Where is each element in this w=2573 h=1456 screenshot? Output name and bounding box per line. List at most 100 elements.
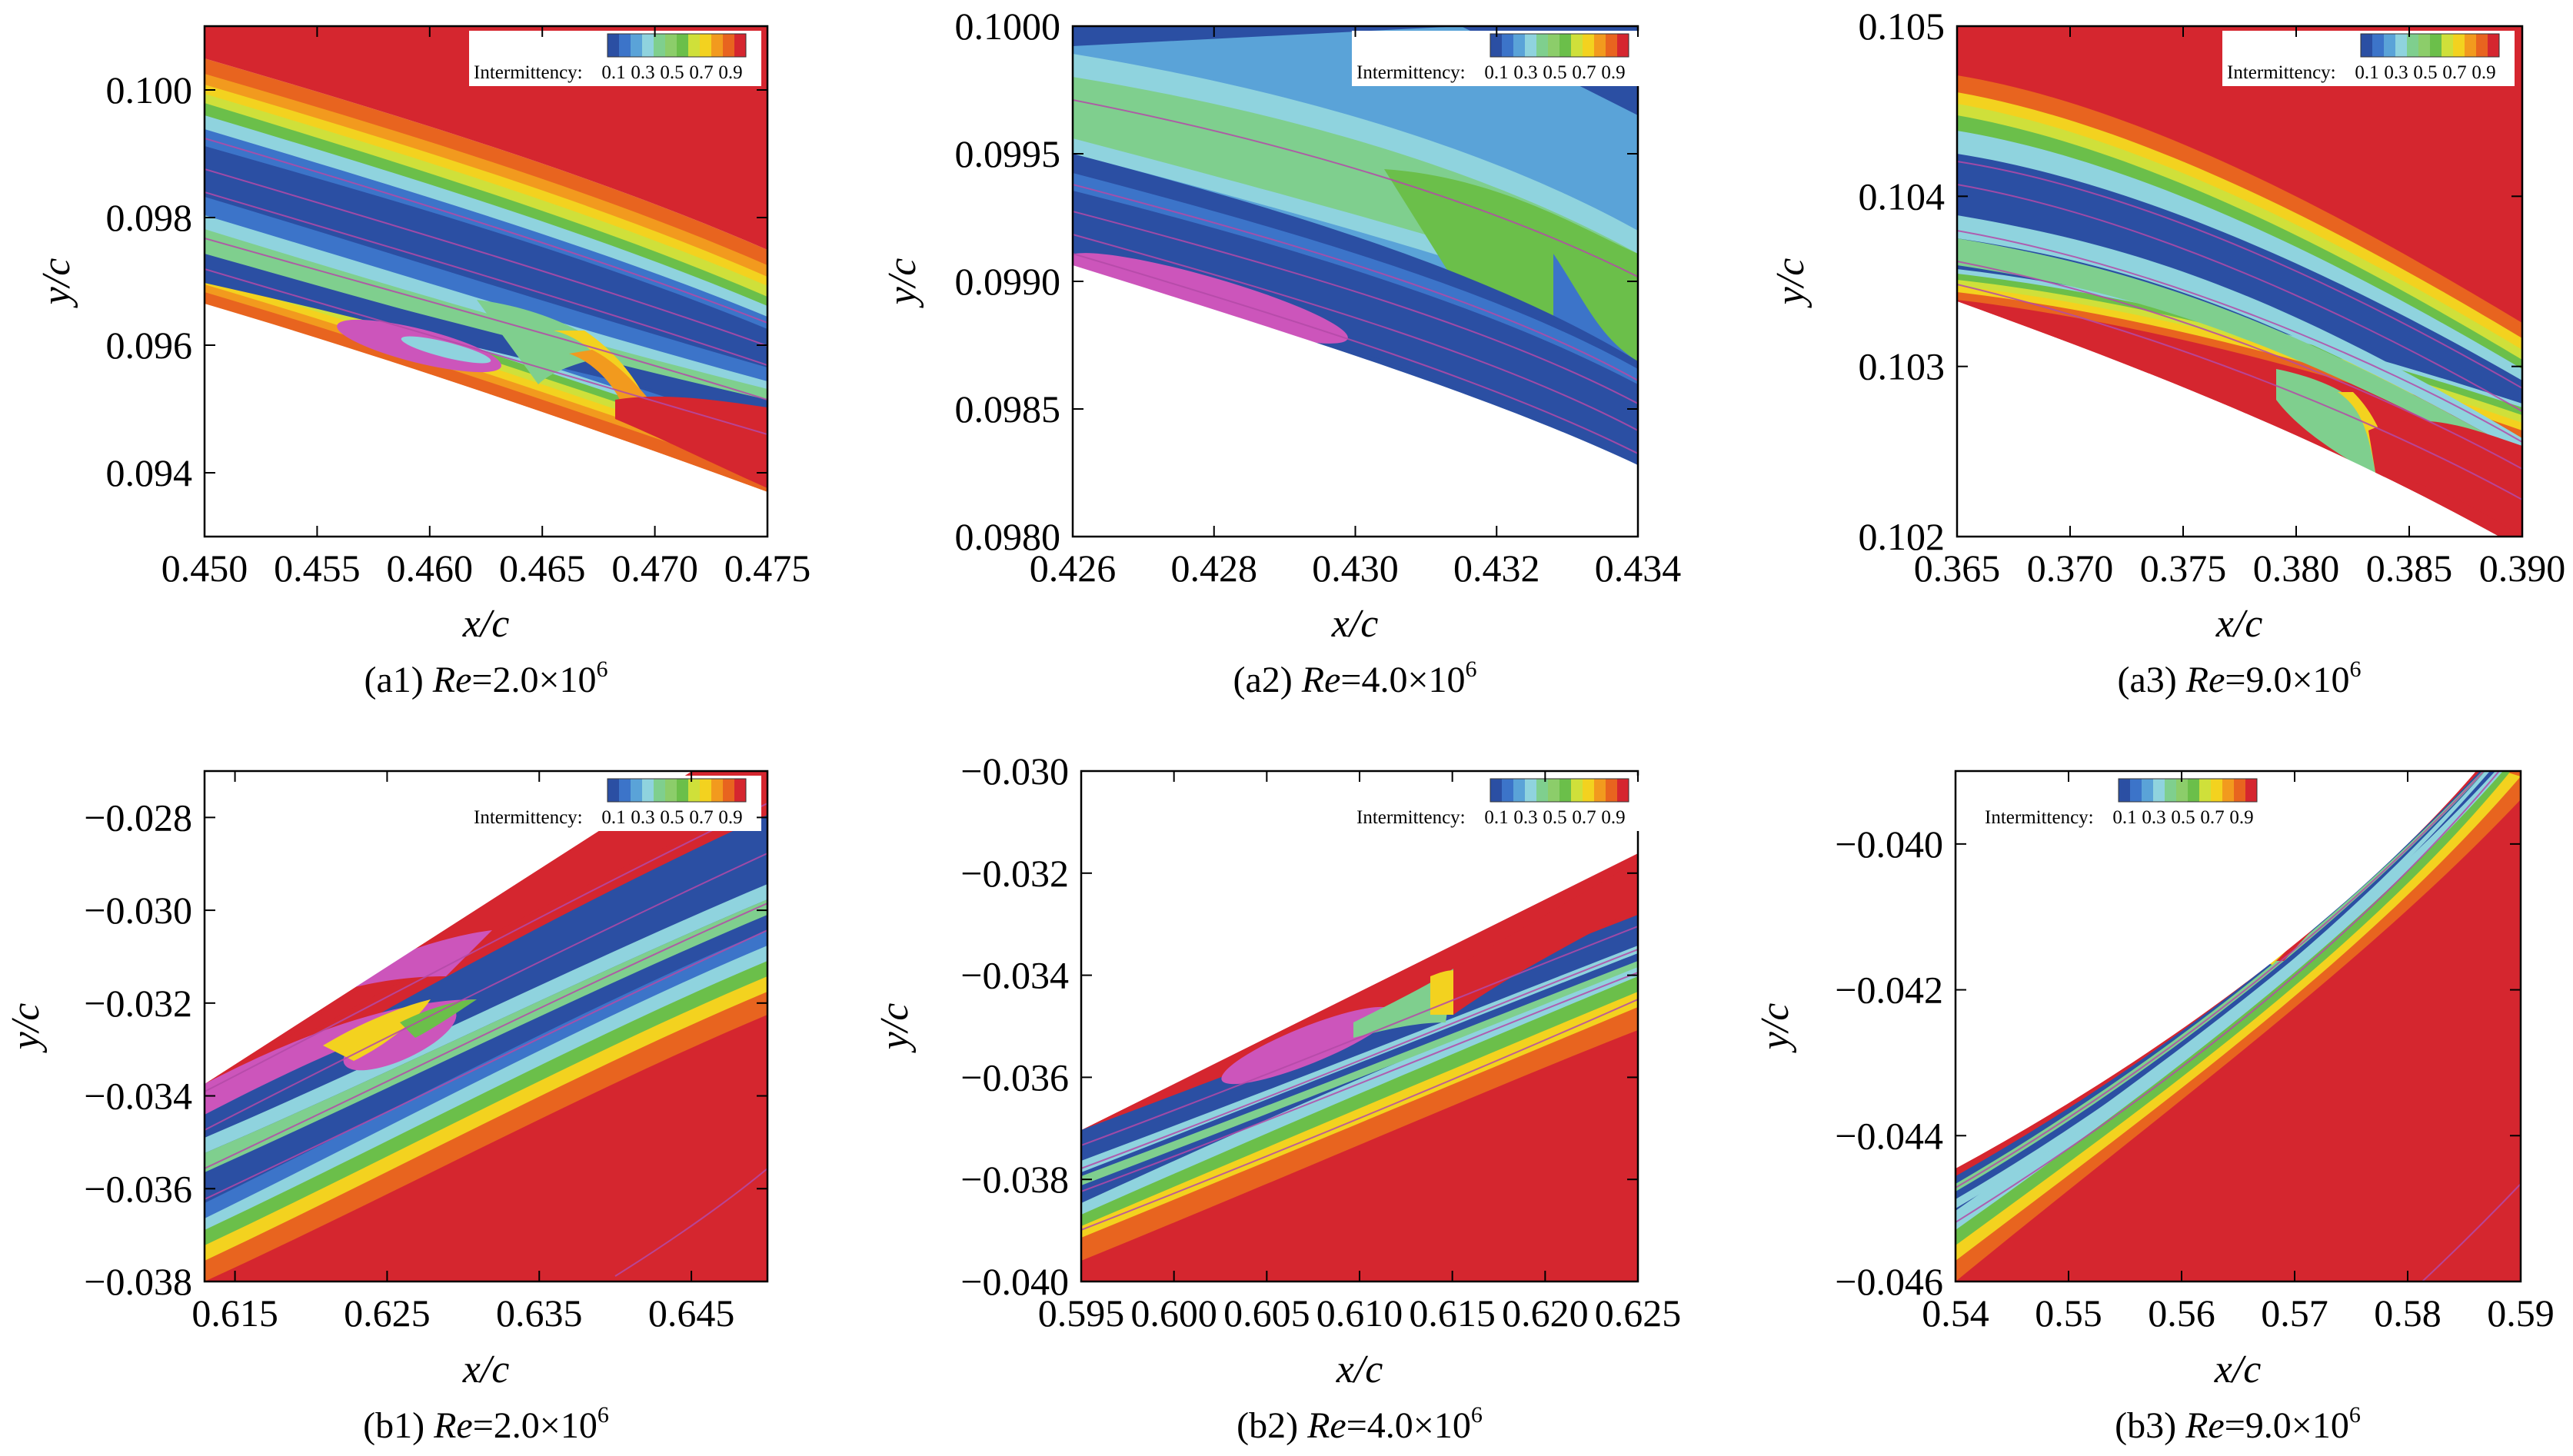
y-tick-label: −0.038 (84, 1260, 192, 1303)
legend-tick-label: 0.9 (1601, 807, 1625, 828)
panel-a2: Intermittency: 0.1 0.3 0.5 0.7 0.9 0.426 0.428… (880, 5, 1681, 700)
x-axis-label-b2: x/c (1336, 1348, 1383, 1391)
legend-color-swatch (2188, 779, 2200, 802)
legend-color-swatch (2211, 779, 2223, 802)
x-tick-label: 0.59 (2487, 1291, 2555, 1335)
legend-tick-label: 0.7 (2200, 807, 2224, 828)
legend-title: Intermittency: (2227, 62, 2336, 83)
y-tick-label: 0.105 (1859, 5, 1946, 48)
legend-title: Intermittency: (1356, 62, 1466, 83)
y-axis-label-a3: y/c (1769, 258, 1812, 309)
legend-tick-label: 0.5 (660, 62, 684, 83)
legend-color-swatch (654, 779, 666, 802)
caption-b1: (b1) Re=2.0×106 (363, 1402, 609, 1446)
legend-color-swatch (1617, 34, 1629, 57)
legend-color-swatch (607, 779, 620, 802)
legend-b3: Intermittency: 0.1 0.3 0.5 0.7 0.9 (1980, 776, 2272, 831)
legend-color-swatch (1594, 779, 1606, 802)
x-tick-label: 0.432 (1453, 547, 1540, 590)
legend-color-swatch (2222, 779, 2235, 802)
legend-color-swatch (1617, 779, 1629, 802)
legend-colorbar-frame (1490, 33, 1629, 58)
x-axis-label-b1: x/c (462, 1348, 510, 1391)
axis-ticks-a2: 0.426 0.428 0.430 0.432 0.434 0.0980 0.0985 0.0… (955, 5, 1682, 590)
caption-b3: (b3) Re=9.0×106 (2115, 1402, 2361, 1446)
y-axis-label-a2: y/c (880, 258, 924, 309)
x-tick-label: 0.434 (1595, 547, 1682, 590)
y-tick-label: 0.0995 (955, 132, 1061, 175)
x-tick-label: 0.385 (2366, 547, 2453, 590)
legend-colorbar-frame (1490, 778, 1629, 803)
legend-color-swatch (665, 779, 677, 802)
legend-color-swatch (2418, 34, 2431, 57)
x-tick-label: 0.450 (161, 547, 248, 590)
axis-ticks-b1: 0.615 0.625 0.635 0.645 −0.038 −0.036 −0.034 −0… (84, 771, 767, 1335)
x-tick-label: 0.635 (496, 1291, 583, 1335)
legend-tick-label: 0.1 (2112, 807, 2136, 828)
x-tick-label: 0.428 (1171, 547, 1258, 590)
caption-a3: (a3) Re=9.0×106 (2117, 657, 2361, 700)
contour-field-a1 (205, 26, 767, 537)
legend-color-swatch (2234, 779, 2246, 802)
legend-tick-label: 0.5 (1543, 62, 1566, 83)
panel-a3: Intermittency: 0.1 0.3 0.5 0.7 0.9 0.365 0.370… (1769, 5, 2565, 700)
y-tick-label: 0.094 (106, 451, 193, 494)
y-tick-label: −0.034 (84, 1075, 192, 1118)
legend-tick-label: 0.7 (1572, 807, 1596, 828)
legend-tick-label: 0.9 (2471, 62, 2495, 83)
y-tick-label: −0.032 (84, 982, 192, 1025)
contour-field-a2 (1073, 26, 1638, 537)
y-tick-label: 0.100 (106, 68, 193, 111)
axis-ticks-a1: 0.450 0.455 0.460 0.465 0.470 0.475 0.094 0.096… (106, 26, 811, 590)
y-tick-label: 0.0985 (955, 387, 1061, 430)
legend-color-swatch (1606, 34, 1618, 57)
y-tick-label: −0.040 (1835, 823, 1943, 866)
legend-tick-label: 0.3 (1513, 62, 1537, 83)
legend-title: Intermittency: (1985, 807, 2094, 828)
x-tick-label: 0.625 (1595, 1291, 1682, 1335)
legend-color-swatch (723, 34, 735, 57)
legend-color-swatch (1594, 34, 1606, 57)
legend-color-swatch (734, 779, 747, 802)
legend-color-swatch (1513, 779, 1526, 802)
y-tick-label: 0.096 (106, 324, 193, 367)
axis-ticks-a3: 0.365 0.370 0.375 0.380 0.385 0.390 0.102 0.103… (1859, 5, 2566, 590)
legend-a1: Intermittency: 0.1 0.3 0.5 0.7 0.9 (469, 31, 761, 86)
legend-color-swatch (2476, 34, 2488, 57)
legend-color-swatch (631, 779, 643, 802)
y-tick-label: −0.034 (960, 954, 1069, 997)
panel-b1: Intermittency: 0.1 0.3 0.5 0.7 0.9 0.615 0.625… (4, 770, 769, 1446)
legend-color-swatch (2176, 779, 2189, 802)
legend-tick-label: 0.1 (601, 807, 625, 828)
y-tick-label: 0.098 (106, 196, 193, 239)
legend-color-swatch (1571, 779, 1583, 802)
legend-color-swatch (1490, 34, 1503, 57)
panel-a1: Intermittency: 0.1 0.3 0.5 0.7 0.9 0.450 0.455… (35, 25, 811, 700)
legend-b1: Intermittency: 0.1 0.3 0.5 0.7 0.9 (469, 776, 761, 831)
legend-b2: Intermittency: 0.1 0.3 0.5 0.7 0.9 (1352, 776, 1644, 831)
x-tick-label: 0.430 (1312, 547, 1399, 590)
legend-color-swatch (2453, 34, 2465, 57)
axis-ticks-b2: 0.595 0.600 0.605 0.610 0.615 0.620 0.625 −0.04… (960, 750, 1681, 1335)
contour-field-b3 (1956, 771, 2521, 1281)
legend-tick-label: 0.9 (718, 62, 742, 83)
legend-color-swatch (1502, 34, 1514, 57)
panel-b3: Intermittency: 0.1 0.3 0.5 0.7 0.9 0.54 0.55 0.… (1753, 770, 2555, 1446)
legend-tick-label: 0.1 (601, 62, 625, 83)
y-tick-label: −0.038 (960, 1158, 1069, 1201)
x-tick-label: 0.475 (724, 547, 811, 590)
legend-color-swatch (607, 34, 620, 57)
x-tick-label: 0.615 (191, 1291, 278, 1335)
y-axis-label-a1: y/c (35, 258, 78, 309)
legend-color-swatch (665, 34, 677, 57)
legend-color-swatch (1536, 34, 1549, 57)
legend-color-swatch (1502, 779, 1514, 802)
x-tick-label: 0.470 (611, 547, 698, 590)
contour-field-b2 (1081, 771, 1638, 1281)
legend-color-swatch (2442, 34, 2454, 57)
legend-tick-label: 0.3 (2142, 807, 2165, 828)
legend-title: Intermittency: (474, 62, 583, 83)
legend-tick-label: 0.9 (1601, 62, 1625, 83)
legend-title: Intermittency: (1356, 807, 1466, 828)
legend-color-swatch (688, 34, 701, 57)
